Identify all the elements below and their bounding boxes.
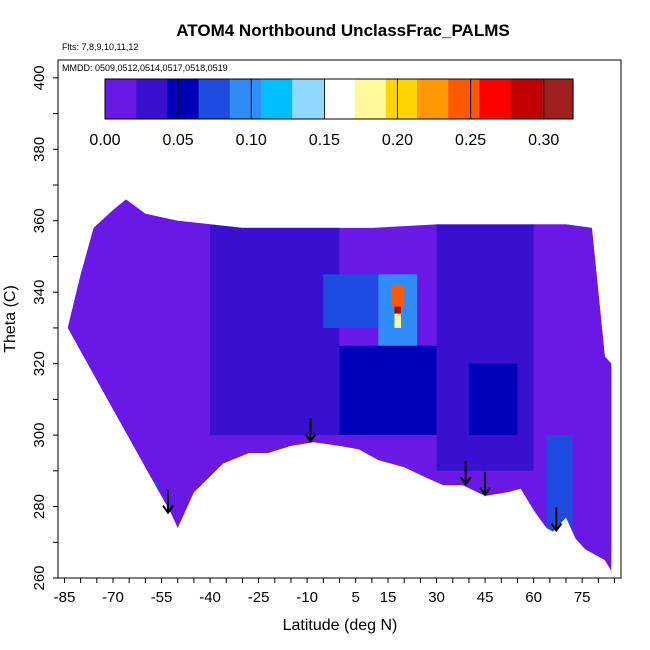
flight-arrow-head bbox=[550, 522, 563, 533]
x-tick-label: 30 bbox=[428, 589, 445, 606]
colorbar-swatch bbox=[136, 79, 168, 119]
colorbar-tick-label: 0.10 bbox=[236, 132, 267, 149]
colorbar-swatch bbox=[198, 79, 231, 119]
colorbar-swatch bbox=[479, 79, 512, 119]
colorbar-swatch bbox=[448, 79, 480, 119]
y-tick-label: 400 bbox=[31, 65, 48, 90]
flight-arrow-head bbox=[162, 505, 174, 515]
colorbar-swatch bbox=[541, 79, 574, 119]
colorbar-swatch bbox=[105, 79, 137, 119]
y-tick-label: 320 bbox=[31, 351, 48, 376]
y-tick-label: 340 bbox=[31, 280, 48, 305]
colorbar-swatch bbox=[167, 79, 200, 119]
x-tick-label: 5 bbox=[352, 589, 360, 606]
heatmap-cell bbox=[468, 363, 518, 436]
heatmap-cell bbox=[67, 345, 88, 550]
x-tick-label: -40 bbox=[199, 589, 221, 606]
heatmap-cell bbox=[391, 285, 405, 307]
heatmap-cell bbox=[339, 345, 437, 436]
heatmap-cell bbox=[87, 292, 159, 482]
flights-note: Flts: 7,8,9,10,11,12 bbox=[62, 42, 138, 52]
x-tick-label: -25 bbox=[248, 589, 270, 606]
y-axis: 260 280 300 320 340 360 380 400 bbox=[31, 65, 58, 591]
heatmap-cell bbox=[87, 481, 159, 507]
x-tick-label: -70 bbox=[102, 589, 124, 606]
y-tick-label: 280 bbox=[31, 494, 48, 519]
colorbar-swatch bbox=[510, 79, 543, 119]
heatmap-cell bbox=[210, 220, 275, 436]
colorbar-tick-label: 0.25 bbox=[455, 132, 486, 149]
colorbar-swatch bbox=[292, 79, 324, 119]
x-tick-label: -55 bbox=[151, 589, 173, 606]
y-tick-label: 380 bbox=[31, 137, 48, 162]
x-tick-label: -85 bbox=[54, 589, 76, 606]
colorbar-swatch bbox=[385, 79, 418, 119]
y-axis-label: Theta (C) bbox=[2, 285, 19, 353]
y-tick-label: 260 bbox=[31, 565, 48, 590]
x-tick-label: -10 bbox=[296, 589, 318, 606]
chart-title: ATOM4 Northbound UnclassFrac_PALMS bbox=[176, 21, 509, 40]
x-axis: -85 -70 -55 -40 -25 -10 5 15 30 45 60 75 bbox=[54, 578, 616, 606]
y-tick-label: 300 bbox=[31, 423, 48, 448]
y-tick-label: 360 bbox=[31, 208, 48, 233]
colorbar-tick-label: 0.00 bbox=[89, 132, 120, 149]
colorbar-tick-label: 0.05 bbox=[163, 132, 194, 149]
colorbar-swatch bbox=[323, 79, 356, 119]
flight-arrow-head bbox=[479, 487, 491, 497]
dates-note: MMDD: 0509,0512,0514,0517,0518,0519 bbox=[62, 63, 228, 73]
colorbar-tick-label: 0.30 bbox=[528, 132, 559, 149]
heatmap-cell bbox=[546, 435, 573, 550]
colorbar-tick-label: 0.15 bbox=[309, 132, 340, 149]
heatmap-cell bbox=[394, 306, 401, 314]
x-tick-label: 60 bbox=[525, 589, 542, 606]
colorbar-frame bbox=[104, 78, 574, 120]
flight-arrow-head bbox=[304, 433, 317, 443]
colorbar-swatch bbox=[417, 79, 449, 119]
heatmap-cell bbox=[323, 274, 379, 328]
colorbar-swatch bbox=[229, 79, 262, 119]
heatmap-cell bbox=[87, 506, 159, 571]
heatmap-cell bbox=[158, 220, 211, 489]
flight-arrows bbox=[162, 418, 563, 533]
colorbar-tick-label: 0.20 bbox=[382, 132, 413, 149]
colorbar-swatch bbox=[261, 79, 293, 119]
colorbar: 0.00 0.05 0.10 0.15 0.20 0.25 0.30 bbox=[89, 78, 574, 149]
x-tick-label: 75 bbox=[574, 589, 591, 606]
heatmap-cell bbox=[394, 313, 401, 328]
x-tick-label: 45 bbox=[477, 589, 494, 606]
x-tick-label: 15 bbox=[380, 589, 397, 606]
flight-arrow-head bbox=[459, 476, 472, 486]
colorbar-swatch bbox=[354, 79, 387, 119]
x-axis-label: Latitude (deg N) bbox=[283, 617, 398, 634]
